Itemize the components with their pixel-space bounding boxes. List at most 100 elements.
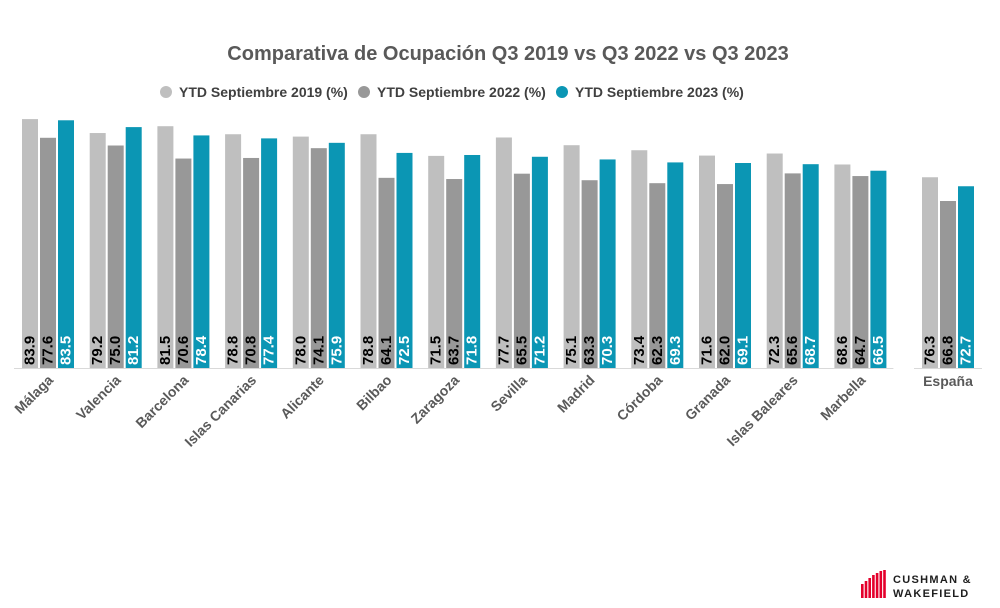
data-label-series2-cordoba: 62.3 [649,336,666,365]
data-label-series3-espana: 72.7 [958,336,975,365]
bar-series3-granada [735,163,751,368]
logo-bar [861,584,864,598]
logo-bar [872,575,875,598]
bar-series3-zaragoza [464,154,481,368]
legend-item-2023: YTD Septiembre 2023 (%) [556,84,744,100]
bar-series1-islas-baleares [766,153,783,368]
bar-series3-sevilla [531,156,548,368]
data-label-series3-islas-baleares: 68.7 [802,336,819,365]
x-tick-label-malaga: Málaga [11,372,56,417]
logo-wordmark: CUSHMAN & WAKEFIELD [893,573,972,601]
legend-swatch-2022 [358,86,370,98]
bar-series2-sevilla [513,173,530,368]
legend-item-2022: YTD Septiembre 2022 (%) [358,84,546,100]
bar-series1-madrid [563,145,580,368]
bar-series2-marbella [852,176,869,368]
data-label-series2-alicante: 74.1 [310,336,327,365]
data-label-series1-zaragoza: 71.5 [428,336,445,365]
data-label-series2-islas-baleares: 65.6 [784,336,801,365]
chart-title: Comparativa de Ocupación Q3 2019 vs Q3 2… [227,43,789,65]
data-label-series2-madrid: 63.3 [581,336,598,365]
legend-label-2023: YTD Septiembre 2023 (%) [575,84,744,100]
bar-series1-valencia [89,133,106,368]
bar-series1-zaragoza [428,155,445,368]
data-label-series3-valencia: 81.2 [125,336,142,365]
bar-series2-zaragoza [446,179,463,368]
data-label-series2-islas-canarias: 70.8 [243,336,260,365]
data-label-series3-zaragoza: 71.8 [464,336,481,365]
data-label-series2-malaga: 77.6 [40,336,57,365]
data-label-series1-barcelona: 81.5 [157,336,174,365]
bar-series2-islas-canarias [243,157,260,368]
data-label-series3-alicante: 75.9 [328,336,345,365]
bar-series2-malaga [40,137,56,368]
logo-text-line2: WAKEFIELD [893,588,970,600]
data-label-series2-bilbao: 64.1 [378,336,395,365]
data-label-series3-bilbao: 72.5 [396,336,413,365]
logo-bar [864,581,868,598]
bar-series2-espana [940,201,956,368]
data-label-series1-bilbao: 78.8 [360,336,377,365]
bar-series1-cordoba [631,150,648,368]
data-label-series2-barcelona: 70.6 [175,336,192,365]
data-label-series1-espana: 76.3 [922,336,939,365]
bar-series2-islas-baleares [784,173,801,368]
legend-swatch-2023 [556,86,568,98]
bar-series3-espana [958,186,974,368]
data-label-series1-valencia: 79.2 [89,336,106,365]
data-label-series2-zaragoza: 63.7 [446,336,463,365]
bar-series3-barcelona [193,135,210,368]
bar-series2-barcelona [175,158,192,368]
logo-text-line1: CUSHMAN & [893,574,972,586]
logo-bar [875,573,879,598]
x-tick-label-islas-canarias: Islas Canarias [181,372,259,450]
x-tick-label-madrid: Madrid [554,372,598,416]
bar-series2-valencia [107,145,124,368]
bar-series3-marbella [870,170,887,368]
x-tick-label-islas-baleares: Islas Baleares [723,372,801,450]
bar-series3-cordoba [667,162,684,368]
bar-series3-madrid [599,159,616,368]
bar-series1-islas-canarias [225,134,242,368]
bar-series2-alicante [310,148,327,368]
data-label-series3-islas-canarias: 77.4 [261,335,278,365]
data-label-series3-marbella: 66.5 [870,336,887,365]
x-tick-label-barcelona: Barcelona [132,372,191,431]
bar-series2-cordoba [649,183,666,368]
bar-series3-islas-canarias [261,138,278,368]
logo-bar [883,570,886,598]
x-tick-label-marbella: Marbella [817,372,869,424]
data-label-series2-granada: 62.0 [717,336,734,365]
x-tick-label-bilbao: Bilbao [353,372,395,414]
bar-series1-alicante [292,136,309,368]
data-label-series3-sevilla: 71.2 [531,336,548,365]
data-label-series3-madrid: 70.3 [599,336,616,365]
data-label-series3-cordoba: 69.3 [667,336,684,365]
x-tick-label-cordoba: Córdoba [613,372,665,424]
bar-series1-bilbao [360,134,377,368]
logo-bar [879,571,883,598]
data-label-series2-sevilla: 65.5 [513,336,530,365]
data-label-series2-espana: 66.8 [940,336,957,365]
x-tick-label-sevilla: Sevilla [487,372,530,415]
x-tick-label-alicante: Alicante [277,372,327,422]
data-label-series2-valencia: 75.0 [107,336,124,365]
bar-series3-malaga [58,120,74,369]
x-tick-label-zaragoza: Zaragoza [408,372,463,427]
data-label-series1-marbella: 68.6 [834,336,851,365]
bar-series1-espana [922,177,938,368]
bar-series1-malaga [22,119,38,368]
data-label-series3-granada: 69.1 [735,336,752,365]
data-label-series1-malaga: 83.9 [22,336,39,365]
data-label-series3-malaga: 83.5 [58,336,75,365]
data-label-series1-sevilla: 77.7 [495,336,512,365]
bar-series3-valencia [125,127,142,369]
data-label-series1-islas-canarias: 78.8 [225,336,242,365]
bar-series3-alicante [328,142,345,368]
bar-series1-barcelona [157,126,174,368]
bar-series2-bilbao [378,177,395,368]
cushman-wakefield-logo-icon [861,570,886,598]
legend-label-2022: YTD Septiembre 2022 (%) [377,84,546,100]
data-label-series2-marbella: 64.7 [852,336,869,365]
legend-item-2019: YTD Septiembre 2019 (%) [160,84,348,100]
